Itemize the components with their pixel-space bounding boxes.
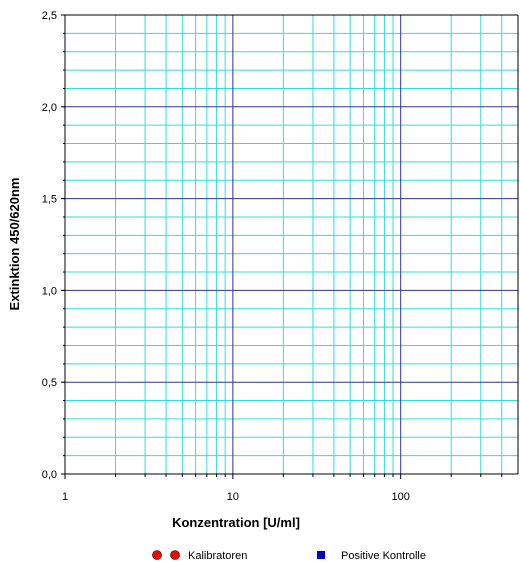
x-tick-label: 10 — [227, 491, 239, 503]
y-tick-label: 0,0 — [42, 469, 57, 481]
legend-label-kalibratoren: Kalibratoren — [188, 550, 247, 562]
y-tick-label: 1,0 — [42, 285, 57, 297]
tick-labels: 0,0 0,5 1,0 1,5 2,0 2,5 1 10 100 — [42, 10, 410, 503]
x-tick-label: 1 — [62, 491, 68, 503]
y-tick-label: 1,5 — [42, 194, 57, 206]
legend-label-positive-kontrolle: Positive Kontrolle — [341, 550, 426, 562]
legend-marker-positive-kontrolle — [317, 551, 325, 559]
legend-marker-kalibratoren — [152, 550, 162, 560]
y-axis-title: Extinktion 450/620nm — [7, 178, 22, 311]
axes — [61, 14, 519, 479]
grid — [65, 15, 518, 474]
x-tick-label: 100 — [392, 491, 410, 503]
y-tick-label: 2,5 — [42, 10, 57, 22]
y-tick-label: 0,5 — [42, 377, 57, 389]
x-axis-title: Konzentration [U/ml] — [172, 515, 300, 530]
y-tick-label: 2,0 — [42, 102, 57, 114]
legend-marker-kalibratoren — [170, 550, 180, 560]
legend: Kalibratoren Positive Kontrolle — [152, 550, 426, 562]
